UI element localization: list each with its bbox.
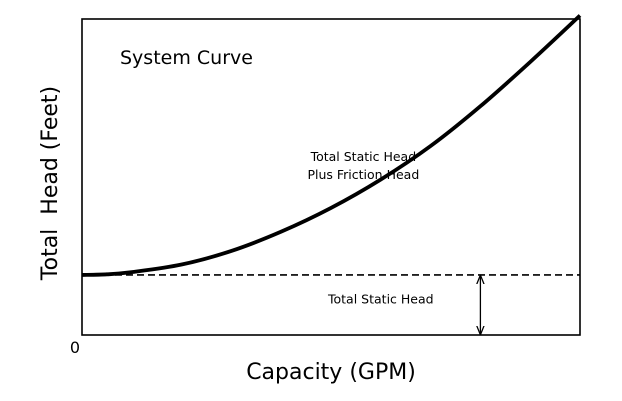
system-curve-line: [81, 14, 582, 277]
series-layer: [81, 14, 582, 277]
y-axis-label: Total Head (Feet): [38, 86, 63, 281]
annotation-layer: Total Static Head Plus Friction Head Total…: [307, 149, 480, 334]
chart-title: System Curve: [120, 47, 253, 69]
x-axis-label: Capacity (GPM): [246, 360, 416, 385]
curve-label: Total Static Head Plus Friction Head: [307, 149, 419, 182]
plot-frame: [81, 18, 581, 336]
static-head-label: Total Static Head: [327, 291, 434, 306]
origin-label: 0: [70, 338, 80, 357]
